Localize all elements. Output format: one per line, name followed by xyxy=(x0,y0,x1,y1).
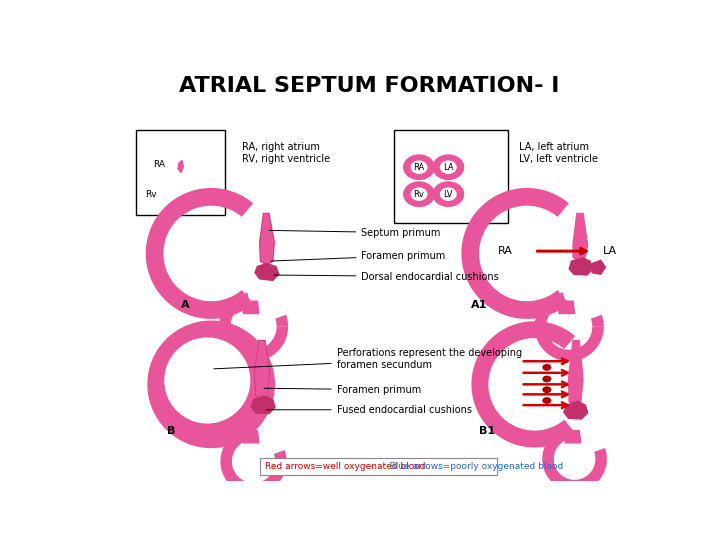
Ellipse shape xyxy=(410,160,428,174)
Text: RA: RA xyxy=(153,160,165,168)
Text: A1: A1 xyxy=(471,300,487,310)
Text: ATRIAL SEPTUM FORMATION- I: ATRIAL SEPTUM FORMATION- I xyxy=(179,76,559,96)
Text: Blue arrows=poorly oxygenated blood: Blue arrows=poorly oxygenated blood xyxy=(381,462,563,471)
Text: +: + xyxy=(195,368,204,378)
Polygon shape xyxy=(178,160,184,173)
Polygon shape xyxy=(255,264,279,280)
Ellipse shape xyxy=(433,155,464,179)
Polygon shape xyxy=(542,427,607,491)
Polygon shape xyxy=(260,213,274,265)
Text: Rv: Rv xyxy=(145,190,157,199)
Text: RV, right ventricle: RV, right ventricle xyxy=(242,154,330,164)
Text: Dorsal endocardial cushions: Dorsal endocardial cushions xyxy=(274,272,499,281)
Ellipse shape xyxy=(404,182,434,206)
Circle shape xyxy=(144,146,184,186)
Text: Rv: Rv xyxy=(413,190,425,199)
Text: Fused endocardial cushions: Fused endocardial cushions xyxy=(266,405,472,415)
Text: Septum primum: Septum primum xyxy=(269,228,441,238)
Text: RA: RA xyxy=(413,163,425,172)
Polygon shape xyxy=(558,301,575,314)
Polygon shape xyxy=(462,188,569,319)
Circle shape xyxy=(165,338,250,423)
Ellipse shape xyxy=(543,398,551,403)
Polygon shape xyxy=(564,430,581,443)
Text: +: + xyxy=(202,360,212,370)
Text: B1: B1 xyxy=(479,426,495,436)
Text: +: + xyxy=(199,375,208,386)
Ellipse shape xyxy=(543,387,551,393)
Text: +: + xyxy=(210,370,220,380)
Polygon shape xyxy=(251,396,275,414)
Polygon shape xyxy=(220,429,287,495)
Text: LV: LV xyxy=(444,190,453,199)
Polygon shape xyxy=(594,448,607,459)
Ellipse shape xyxy=(433,182,464,206)
Bar xyxy=(395,130,508,222)
Polygon shape xyxy=(570,258,593,275)
Ellipse shape xyxy=(440,160,456,174)
Text: A: A xyxy=(181,300,190,310)
Text: Foramen primum: Foramen primum xyxy=(271,251,446,261)
Text: B: B xyxy=(167,426,175,436)
Polygon shape xyxy=(274,450,287,461)
Polygon shape xyxy=(219,293,288,361)
Polygon shape xyxy=(534,293,604,361)
Text: LV, left ventricle: LV, left ventricle xyxy=(519,154,598,164)
Polygon shape xyxy=(242,301,259,314)
Polygon shape xyxy=(145,188,253,319)
Text: Perforations represent the developing
foramen secundum: Perforations represent the developing fo… xyxy=(214,348,522,370)
Ellipse shape xyxy=(440,187,456,201)
Polygon shape xyxy=(573,213,588,261)
Text: Foramen primum: Foramen primum xyxy=(264,384,421,395)
Bar xyxy=(137,130,225,215)
Polygon shape xyxy=(275,315,288,327)
Polygon shape xyxy=(254,340,270,400)
Ellipse shape xyxy=(543,376,551,382)
Ellipse shape xyxy=(543,364,551,370)
Polygon shape xyxy=(591,315,604,327)
Polygon shape xyxy=(593,260,606,274)
Polygon shape xyxy=(472,321,575,448)
Text: LA, left atrium: LA, left atrium xyxy=(519,142,589,152)
Ellipse shape xyxy=(404,155,434,179)
FancyBboxPatch shape xyxy=(261,458,497,475)
Text: LA: LA xyxy=(603,246,617,256)
Circle shape xyxy=(148,321,274,448)
Text: LA: LA xyxy=(443,163,454,172)
Polygon shape xyxy=(564,401,588,419)
Ellipse shape xyxy=(410,187,428,201)
Polygon shape xyxy=(568,340,583,406)
Text: Red arrows=well oxygenated blood: Red arrows=well oxygenated blood xyxy=(265,462,426,471)
Text: RA, right atrium: RA, right atrium xyxy=(242,142,320,152)
Text: RA: RA xyxy=(498,246,513,256)
Polygon shape xyxy=(242,430,259,443)
